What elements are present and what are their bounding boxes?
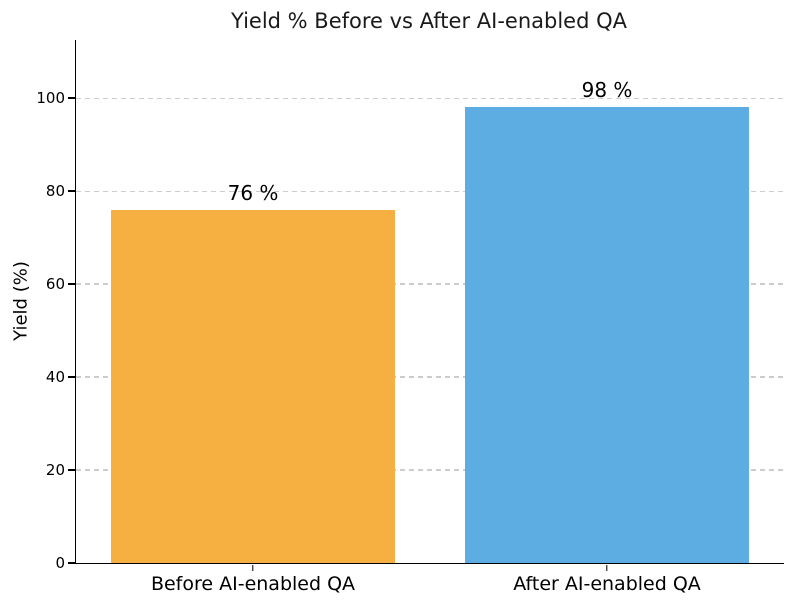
bar-value-label: 76 % xyxy=(227,180,279,205)
y-tick-mark xyxy=(67,376,75,378)
y-tick-mark xyxy=(67,283,75,285)
x-tick-label: Before AI-enabled QA xyxy=(150,573,356,595)
y-tick-label: 60 xyxy=(45,275,65,294)
y-tick-mark xyxy=(67,190,75,192)
bar-value-label: 98 % xyxy=(581,78,633,103)
chart-title: Yield % Before vs After AI-enabled QA xyxy=(230,9,627,33)
y-tick-label: 80 xyxy=(45,182,65,201)
y-tick-label: 20 xyxy=(45,461,65,480)
bar xyxy=(465,107,749,563)
y-axis-label: Yield (%) xyxy=(10,261,32,341)
bar xyxy=(111,209,395,563)
y-tick-mark xyxy=(67,469,75,471)
plot-area: 0 20 40 60 80 100 76 % Before AI-enabled QA 98 %… xyxy=(36,40,784,595)
x-tick-mark xyxy=(252,564,254,571)
x-tick-mark xyxy=(606,564,608,571)
x-tick-label: After AI-enabled QA xyxy=(513,573,701,595)
y-tick-label: 40 xyxy=(45,368,65,387)
gridline xyxy=(76,469,784,471)
y-tick-mark xyxy=(67,562,75,564)
y-tick-label: 0 xyxy=(55,554,65,572)
gridline xyxy=(76,283,784,285)
gridline xyxy=(76,190,784,192)
y-tick-mark xyxy=(67,97,75,99)
gridline xyxy=(76,97,784,99)
gridline xyxy=(76,376,784,378)
y-tick-label: 100 xyxy=(36,89,65,108)
